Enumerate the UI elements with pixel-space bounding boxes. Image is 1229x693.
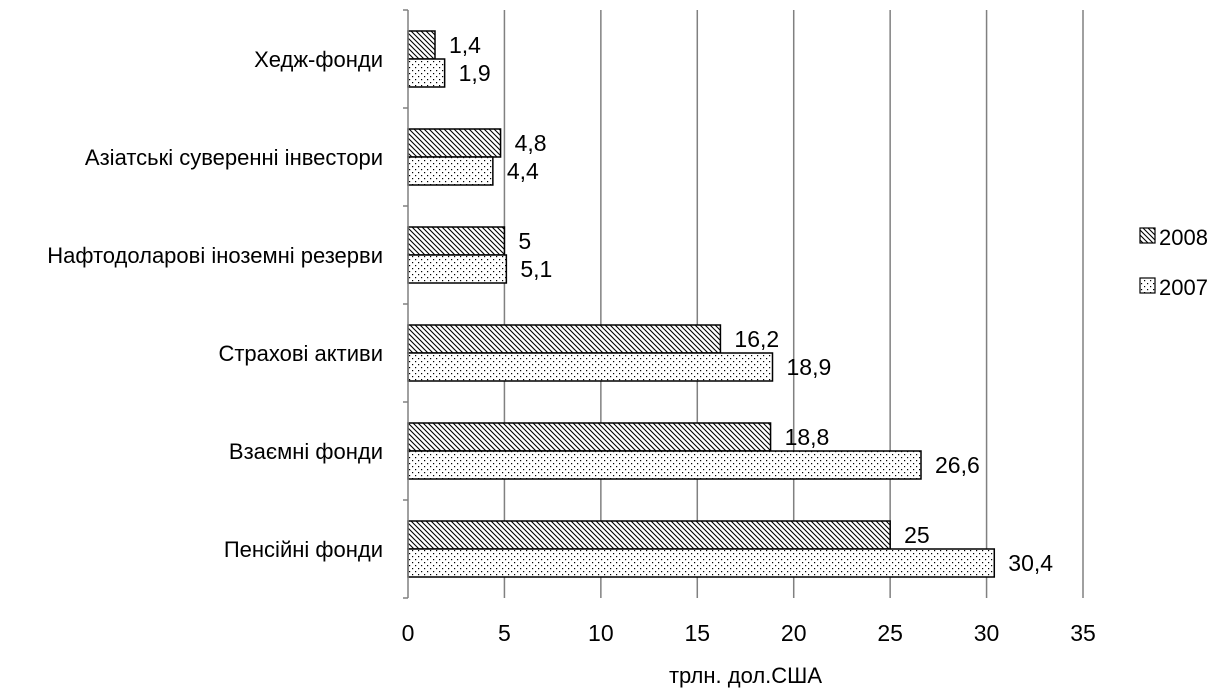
data-label-2007: 1,9 xyxy=(459,60,491,86)
data-label-2008: 5 xyxy=(518,228,531,254)
x-tick-label: 25 xyxy=(877,620,903,646)
x-tick-label: 15 xyxy=(684,620,710,646)
axes xyxy=(403,9,409,599)
bar-2008 xyxy=(407,520,891,550)
legend-label-2007: 2007 xyxy=(1159,275,1208,300)
x-tick-label: 20 xyxy=(781,620,807,646)
data-label-2008: 16,2 xyxy=(734,326,779,352)
x-tick-label: 0 xyxy=(402,620,415,646)
bar-2008 xyxy=(407,324,722,354)
category-label: Пенсійні фонди xyxy=(224,537,383,562)
data-label-2008: 4,8 xyxy=(515,130,547,156)
gridlines xyxy=(503,10,1084,598)
data-label-2008: 18,8 xyxy=(785,424,830,450)
labels: 0 5 10 15 20 25 30 35 Хедж-фонди 1,41,9 Азіатські … xyxy=(47,32,1096,688)
category-label: Хедж-фонди xyxy=(254,47,383,72)
bar-2008 xyxy=(407,422,772,452)
category-label: Нафтодоларові іноземні резерви xyxy=(47,243,383,268)
data-label-2007: 30,4 xyxy=(1008,550,1053,576)
bar-2007 xyxy=(407,156,494,186)
bar-2008 xyxy=(407,30,436,60)
data-label-2008: 1,4 xyxy=(449,32,481,58)
legend: 2008 2007 xyxy=(1139,225,1208,300)
bars xyxy=(407,30,996,578)
bar-2007 xyxy=(407,450,922,480)
data-label-2008: 25 xyxy=(904,522,930,548)
bar-2008 xyxy=(407,226,506,256)
bar-2007 xyxy=(407,254,508,284)
data-label-2007: 26,6 xyxy=(935,452,980,478)
legend-swatch-2007 xyxy=(1139,277,1156,294)
data-label-2007: 5,1 xyxy=(520,256,552,282)
bar-2008 xyxy=(407,128,502,158)
x-tick-label: 5 xyxy=(498,620,511,646)
bar-2007 xyxy=(407,58,446,88)
x-tick-label: 30 xyxy=(974,620,1000,646)
x-tick-label: 35 xyxy=(1070,620,1096,646)
x-tick-label: 10 xyxy=(588,620,614,646)
data-label-2007: 18,9 xyxy=(787,354,832,380)
bar-2007 xyxy=(407,548,996,578)
data-label-2007: 4,4 xyxy=(507,158,539,184)
category-label: Взаємні фонди xyxy=(229,439,383,464)
category-label: Страхові активи xyxy=(218,341,383,366)
legend-swatch-2008 xyxy=(1139,227,1156,244)
category-label: Азіатські суверенні інвестори xyxy=(85,145,383,170)
x-axis-title: трлн. дол.США xyxy=(669,663,822,688)
bar-2007 xyxy=(407,352,774,382)
legend-label-2008: 2008 xyxy=(1159,225,1208,250)
